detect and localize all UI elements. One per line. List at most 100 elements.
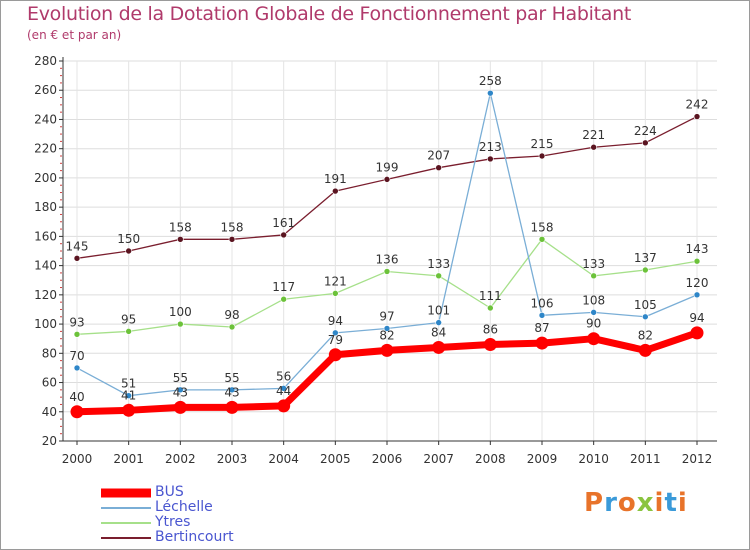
chart-legend: BUS Léchelle Ytres Bertincourt (101, 485, 234, 545)
data-label-ytres: 98 (224, 308, 239, 322)
chart-title: Evolution de la Dotation Globale de Fonc… (27, 3, 632, 25)
data-point-lechelle (693, 291, 701, 299)
data-point-bus (277, 399, 291, 413)
data-label-bus: 40 (69, 390, 84, 404)
data-label-ytres: 95 (121, 312, 136, 326)
legend-item-bus: BUS (101, 485, 234, 500)
data-point-bertincourt (538, 152, 546, 160)
data-point-lechelle (487, 89, 494, 97)
data-point-lechelle (332, 329, 339, 337)
logo-letter: o (617, 488, 637, 518)
chart-subtitle: (en € et par an) (27, 28, 122, 42)
logo-letter: i (654, 488, 665, 518)
data-point-ytres (538, 236, 546, 243)
data-label-bertincourt: 207 (427, 149, 450, 163)
data-label-ytres: 100 (169, 305, 192, 319)
y-tick-label: 120 (34, 288, 57, 302)
data-label-bertincourt: 224 (634, 124, 657, 138)
data-label-lechelle: 94 (328, 314, 343, 328)
data-label-lechelle: 106 (531, 296, 554, 310)
x-tick-label: 2000 (62, 452, 93, 466)
x-tick-label: 2008 (475, 452, 506, 466)
data-label-bus: 43 (224, 385, 239, 399)
data-point-bus (432, 340, 446, 354)
data-point-ytres (228, 323, 236, 331)
data-point-ytres (590, 272, 597, 280)
data-label-bus: 43 (173, 385, 188, 399)
data-label-bus: 87 (534, 321, 549, 335)
data-point-lechelle (280, 385, 287, 392)
data-label-bertincourt: 161 (272, 216, 295, 230)
data-label-ytres: 111 (479, 289, 502, 303)
y-tick-label: 80 (42, 346, 57, 360)
data-point-lechelle (642, 313, 649, 321)
legend-label-bus: BUS (155, 484, 184, 500)
logo-letter: i (677, 488, 688, 518)
data-label-bus: 41 (121, 388, 136, 402)
y-tick-label: 100 (34, 317, 57, 331)
y-tick-label: 240 (34, 112, 57, 126)
x-tick-label: 2012 (682, 452, 713, 466)
data-label-lechelle: 120 (686, 276, 709, 290)
legend-swatch-bus (101, 488, 151, 497)
proxiti-logo: Proxiti (584, 488, 688, 518)
data-label-lechelle: 105 (634, 298, 657, 312)
legend-swatch-lechelle (101, 506, 151, 509)
x-tick-label: 2004 (268, 452, 299, 466)
logo-letter: P (584, 488, 605, 518)
data-point-lechelle (125, 392, 132, 399)
data-point-ytres (177, 320, 184, 328)
data-point-ytres (332, 290, 339, 297)
y-tick-label: 200 (34, 171, 57, 185)
legend-item-bertincourt: Bertincourt (101, 530, 234, 545)
data-point-bus (587, 332, 601, 346)
data-label-ytres: 158 (531, 220, 554, 234)
data-label-bus: 86 (483, 323, 498, 337)
data-label-lechelle: 55 (224, 371, 239, 385)
data-point-ytres (383, 268, 391, 275)
y-tick-label: 280 (34, 54, 57, 68)
data-label-bertincourt: 158 (169, 220, 192, 234)
data-label-lechelle: 101 (427, 304, 450, 318)
data-label-ytres: 121 (324, 274, 347, 288)
y-tick-label: 260 (34, 83, 57, 97)
y-tick-label: 20 (42, 434, 57, 448)
y-tick-label: 40 (42, 405, 57, 419)
x-tick-label: 2010 (578, 452, 609, 466)
data-point-bus (173, 400, 187, 414)
y-tick-label: 140 (34, 259, 57, 273)
data-label-ytres: 117 (272, 280, 295, 294)
data-label-lechelle: 55 (173, 371, 188, 385)
data-label-ytres: 143 (686, 242, 709, 256)
data-point-bus (380, 343, 394, 357)
data-point-bertincourt (383, 176, 391, 183)
data-label-bertincourt: 145 (66, 239, 89, 253)
data-label-bus: 90 (586, 317, 601, 331)
data-point-lechelle (228, 386, 236, 394)
logo-letter: t (664, 488, 678, 518)
data-label-lechelle: 70 (69, 349, 84, 363)
data-label-ytres: 93 (69, 315, 84, 329)
data-point-bus (638, 343, 652, 357)
y-tick-label: 60 (42, 376, 57, 390)
data-point-lechelle (538, 312, 546, 319)
data-point-lechelle (435, 319, 442, 326)
data-label-bertincourt: 191 (324, 172, 347, 186)
data-point-ytres (642, 266, 649, 274)
data-label-bertincourt: 242 (686, 98, 709, 112)
data-point-ytres (280, 295, 287, 303)
data-label-bus: 79 (328, 333, 343, 347)
data-point-bertincourt (332, 187, 339, 195)
data-point-bertincourt (125, 247, 132, 255)
data-point-ytres (125, 328, 132, 335)
data-point-lechelle (177, 386, 184, 394)
data-label-ytres: 137 (634, 251, 657, 265)
data-point-ytres (487, 304, 494, 312)
data-point-ytres (435, 272, 442, 280)
data-label-bertincourt: 199 (376, 160, 399, 174)
x-tick-label: 2002 (165, 452, 196, 466)
data-point-bus (328, 348, 342, 362)
data-point-bertincourt (228, 236, 236, 243)
